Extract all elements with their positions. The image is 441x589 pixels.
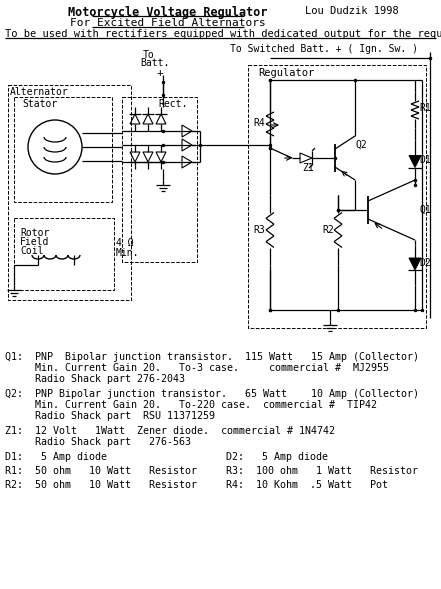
Text: R4:  10 Kohm  .5 Watt   Pot: R4: 10 Kohm .5 Watt Pot xyxy=(226,480,388,490)
Text: D1: D1 xyxy=(419,155,431,165)
Text: To: To xyxy=(143,50,155,60)
Text: R3:  100 ohm   1 Watt   Resistor: R3: 100 ohm 1 Watt Resistor xyxy=(226,466,418,476)
Bar xyxy=(8,85,131,300)
Text: Radio Shack part 276-2043: Radio Shack part 276-2043 xyxy=(5,374,185,384)
Text: R4: R4 xyxy=(253,118,265,128)
Text: Q1: Q1 xyxy=(419,205,431,215)
Text: Min. Current Gain 20.   To-3 case.     commercial #  MJ2955: Min. Current Gain 20. To-3 case. commerc… xyxy=(5,363,389,373)
Text: +: + xyxy=(157,68,164,78)
Bar xyxy=(14,97,112,202)
Text: R2: R2 xyxy=(322,225,334,235)
Text: Radio Shack part   276-563: Radio Shack part 276-563 xyxy=(5,437,191,447)
Text: Rotor: Rotor xyxy=(20,228,49,238)
Text: Q2: Q2 xyxy=(355,140,367,150)
Text: Regulator: Regulator xyxy=(258,68,314,78)
Circle shape xyxy=(28,120,82,174)
Text: Stator: Stator xyxy=(22,99,57,109)
Text: Alternator: Alternator xyxy=(10,87,69,97)
Text: Lou Dudzik 1998: Lou Dudzik 1998 xyxy=(305,6,399,16)
Text: To Switched Batt. + ( Ign. Sw. ): To Switched Batt. + ( Ign. Sw. ) xyxy=(230,44,418,54)
Bar xyxy=(14,218,114,290)
Text: Q2:  PNP Bipolar junction transistor.   65 Watt    10 Amp (Collector): Q2: PNP Bipolar junction transistor. 65 … xyxy=(5,389,419,399)
Text: Z1:  12 Volt   1Watt  Zener diode.  commercial # 1N4742: Z1: 12 Volt 1Watt Zener diode. commercia… xyxy=(5,426,335,436)
Bar xyxy=(248,65,426,328)
Text: D2:   5 Amp diode: D2: 5 Amp diode xyxy=(226,452,328,462)
Text: Field: Field xyxy=(20,237,49,247)
Text: To be used with rectifiers equipped with dedicated output for the regulator: To be used with rectifiers equipped with… xyxy=(5,29,441,39)
Text: Radio Shack part  RSU 11371259: Radio Shack part RSU 11371259 xyxy=(5,411,215,421)
Text: Rect.: Rect. xyxy=(158,99,187,109)
Text: R3: R3 xyxy=(253,225,265,235)
Text: Z1: Z1 xyxy=(302,163,314,173)
Text: R2:  50 ohm   10 Watt   Resistor: R2: 50 ohm 10 Watt Resistor xyxy=(5,480,197,490)
Bar xyxy=(122,97,197,262)
Text: Batt.: Batt. xyxy=(140,58,169,68)
Polygon shape xyxy=(409,258,421,270)
Polygon shape xyxy=(409,155,421,167)
Text: Coil: Coil xyxy=(20,246,44,256)
Text: 4 Ω: 4 Ω xyxy=(116,238,134,248)
Text: Min.: Min. xyxy=(116,248,139,258)
Text: Min. Current Gain 20.   To-220 case.  commercial #  TIP42: Min. Current Gain 20. To-220 case. comme… xyxy=(5,400,377,410)
Text: D2: D2 xyxy=(419,258,431,268)
Text: Q1:  PNP  Bipolar junction transistor.  115 Watt   15 Amp (Collector): Q1: PNP Bipolar junction transistor. 115… xyxy=(5,352,419,362)
Text: R1:  50 ohm   10 Watt   Resistor: R1: 50 ohm 10 Watt Resistor xyxy=(5,466,197,476)
Text: For Excited Field Alternators: For Excited Field Alternators xyxy=(70,18,266,28)
Text: Motorcycle Voltage Regulator: Motorcycle Voltage Regulator xyxy=(68,6,268,19)
Text: D1:   5 Amp diode: D1: 5 Amp diode xyxy=(5,452,107,462)
Text: R1: R1 xyxy=(419,103,431,113)
